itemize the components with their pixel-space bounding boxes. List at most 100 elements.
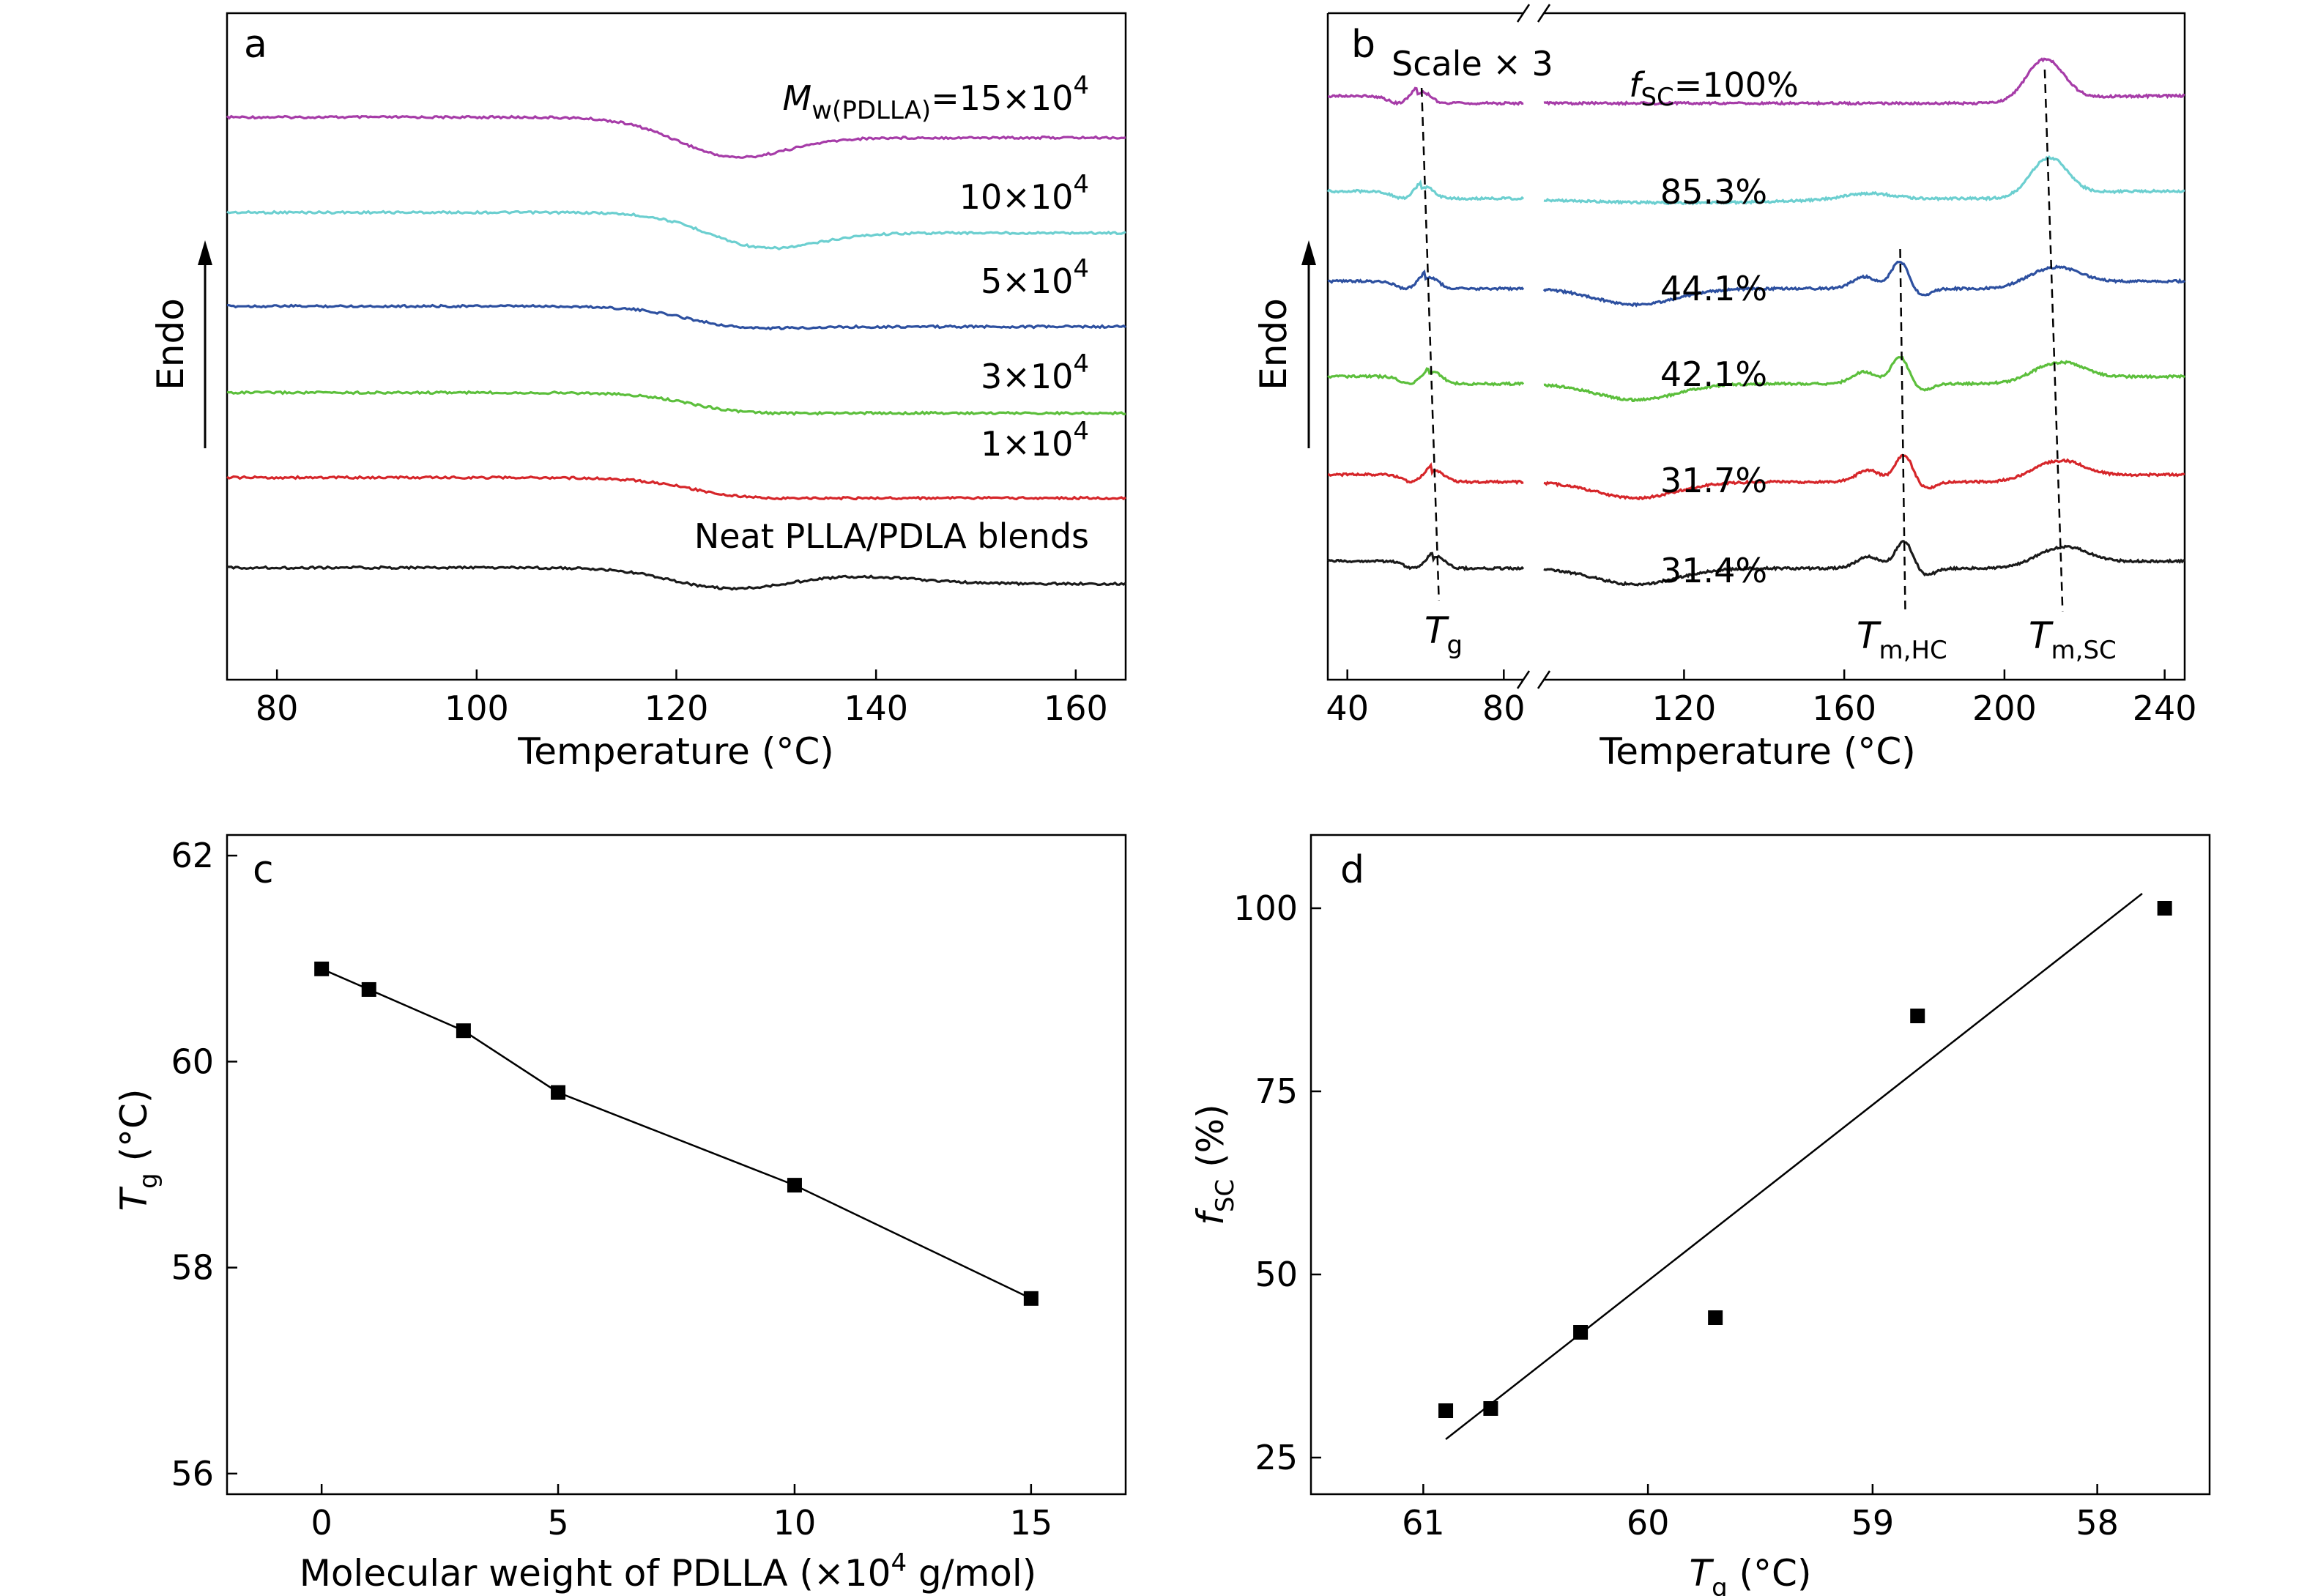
panel-a-xtick-label-0: 80	[256, 688, 299, 728]
panel-c-plot	[314, 961, 1039, 1306]
panel-b-y-label: Endo	[1252, 298, 1295, 390]
panel-b-curve-right-1	[1543, 155, 2185, 206]
panel-a-curve-4	[226, 475, 1126, 501]
panel-d-ytick-label-0: 25	[1255, 1438, 1298, 1477]
panel-a-x-label: Temperature (°C)	[517, 730, 834, 773]
panel-b-curve-right-3	[1543, 355, 2186, 402]
panel-d-fit-line	[1445, 893, 2143, 1440]
panel-a-label-0-italic: M	[783, 78, 812, 118]
panel-c-point-2	[456, 1023, 471, 1039]
panel-a-label-4-sup: 4	[1073, 417, 1089, 446]
panel-c-xtick-label-2: 10	[773, 1503, 817, 1543]
panel-b-curve-left-1	[1326, 179, 1525, 201]
panel-a-endo-arrow-head	[198, 240, 212, 265]
panel-a-curve-0	[226, 114, 1126, 159]
panel-b-tm-sc-dashed-line	[2043, 69, 2064, 612]
panel-a-label-2: 5×104	[981, 254, 1089, 301]
panel-a-label-4-main: 1×10	[981, 424, 1073, 464]
panel-b-tm-sc-marker: Tm,SC	[2029, 615, 2117, 665]
panel-b-xtick-label-1: 80	[1482, 688, 1526, 728]
panel-a-label-0-sub: w(PDLLA)	[811, 96, 931, 125]
panel-d-frame	[1309, 834, 2211, 1496]
panel-d-ytick-label-1: 50	[1255, 1255, 1298, 1294]
panel-a-letter: a	[244, 23, 267, 67]
panel-b-curve-left-4	[1328, 461, 1524, 486]
panel-b-label-0-main: =100%	[1674, 65, 1799, 105]
panel-d-xtick-label-0: 61	[1402, 1503, 1445, 1543]
panel-a-label-2-main: 5×10	[981, 261, 1073, 301]
panel-d-xtick-label-1: 60	[1627, 1503, 1670, 1543]
panel-c-y-label: Tg (°C)	[113, 1089, 163, 1211]
panel-c-point-1	[361, 981, 376, 997]
panel-b-label-3-main: 42.1%	[1660, 355, 1767, 394]
panel-d-x-label: Tg (°C)	[1690, 1552, 1812, 1596]
panel-a-curve-5	[226, 565, 1126, 591]
panel-a-xtick-label-4: 160	[1044, 688, 1108, 728]
panel-b-curve-right-4	[1543, 453, 2185, 501]
panel-b-break-mark-top-1	[1516, 4, 1531, 23]
panel-c-letter: c	[253, 848, 274, 892]
panel-b-xtick-label-2: 120	[1652, 688, 1717, 728]
panel-c-point-4	[787, 1178, 802, 1193]
panel-d-ticks: 61 60 59 58 25 50 75 100	[1233, 888, 2119, 1543]
panel-a-label-0-main: =15×10	[931, 78, 1073, 118]
panel-b-curve-left-2	[1327, 269, 1525, 292]
panel-a-label-1: 10×104	[959, 170, 1089, 217]
panel-a-curve-3	[226, 390, 1126, 417]
panel-b-endo-arrow-head	[1301, 240, 1316, 265]
panel-a-label-1-main: 10×10	[959, 177, 1074, 217]
panel-a-curve-labels: Mw(PDLLA)=15×10410×1045×1043×1041×104Nea…	[694, 71, 1089, 556]
panel-b-label-0-sub: SC	[1641, 83, 1673, 112]
panel-c-x-label: Molecular weight of PDLLA (×104 g/mol)	[300, 1548, 1037, 1595]
panel-b-tm-hc-dashed-line	[1899, 248, 1906, 612]
panel-d-point-0	[1438, 1403, 1454, 1418]
panel-d-point-1	[1483, 1401, 1498, 1416]
panel-a-label-3-main: 3×10	[981, 357, 1073, 396]
panel-b-label-2-main: 44.1%	[1660, 269, 1767, 308]
panel-b-scale-note: Scale × 3	[1392, 44, 1553, 83]
panel-c-point-0	[314, 961, 330, 976]
panel-a-label-0: Mw(PDLLA)=15×104	[783, 71, 1089, 125]
panel-b-x-ticks: 40 80 120 160 200 240	[1326, 669, 2197, 728]
panel-a-xtick-label-3: 140	[844, 688, 908, 728]
panel-c-ytick-label-3: 62	[171, 836, 214, 875]
panel-d-plot	[1438, 893, 2172, 1440]
panel-b-curve-left-5	[1326, 552, 1525, 572]
panel-d-xtick-label-2: 59	[1851, 1503, 1895, 1543]
panel-c-point-5	[1023, 1291, 1039, 1306]
panel-a-label-4: 1×104	[981, 417, 1089, 464]
panel-b-tm-hc-marker: Tm,HC	[1857, 615, 1947, 665]
panel-b-xtick-label-4: 200	[1972, 688, 2037, 728]
panel-b-letter: b	[1351, 23, 1375, 67]
panel-d-ytick-label-3: 100	[1233, 888, 1298, 928]
panel-c-xtick-label-3: 15	[1010, 1503, 1053, 1543]
panel-b-break-mark-bottom-2	[1537, 670, 1551, 689]
panel-b-dashed-guides	[1420, 69, 2064, 612]
panel-b-label-1-main: 85.3%	[1660, 172, 1767, 212]
panel-b-xtick-label-3: 160	[1812, 688, 1876, 728]
panel-c-xtick-label-0: 0	[311, 1503, 333, 1543]
panel-d-ytick-label-2: 75	[1255, 1072, 1298, 1111]
panel-b-label-0: fSC=100%	[1629, 65, 1799, 112]
panel-b-label-3: 42.1%	[1660, 355, 1767, 394]
panel-d-letter: d	[1340, 848, 1364, 892]
panel-a-label-5-main: Neat PLLA/PDLA blends	[694, 516, 1089, 556]
panel-c-ticks: 0 5 10 15 56 58 60 62	[171, 836, 1052, 1543]
panel-b-frame	[1326, 12, 2186, 681]
panel-a-label-3-sup: 4	[1073, 349, 1089, 379]
panel-c-ytick-label-0: 56	[171, 1454, 214, 1493]
panel-a-curve-2	[226, 303, 1126, 331]
panel-c-frame	[226, 834, 1127, 1496]
panel-b-label-4-main: 31.7%	[1660, 461, 1767, 500]
panel-b-label-5: 31.4%	[1660, 551, 1767, 590]
panel-a-label-1-sup: 4	[1073, 170, 1089, 199]
panel-b-curves	[1326, 57, 2186, 587]
panel-a-label-5: Neat PLLA/PDLA blends	[694, 516, 1089, 556]
panel-d-point-5	[2157, 901, 2172, 916]
panel-b-x-label: Temperature (°C)	[1599, 730, 1916, 773]
panel-a-xtick-label-1: 100	[445, 688, 509, 728]
panel-c-chart: c 0 5 10 15 56 58 60 62 Molecular weight of PDL…	[113, 834, 1127, 1595]
panel-b-xtick-label-5: 240	[2133, 688, 2197, 728]
panel-a-label-3: 3×104	[981, 349, 1089, 396]
